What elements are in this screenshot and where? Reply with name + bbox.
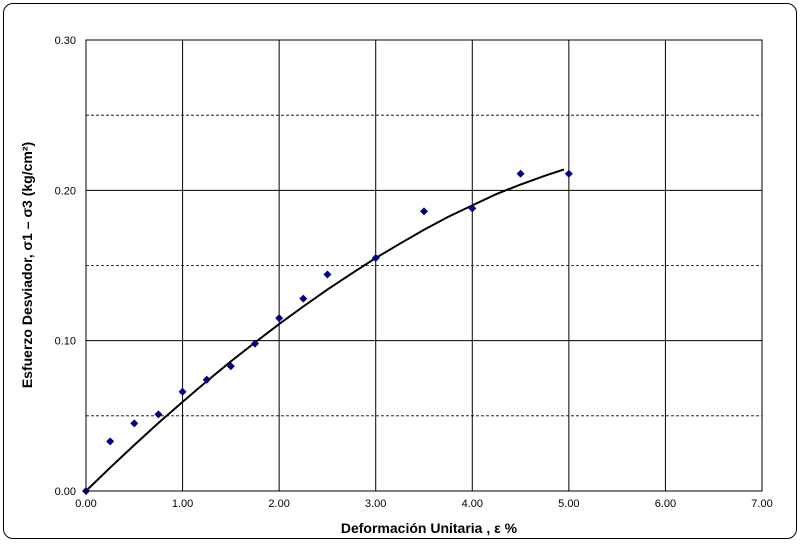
y-tick-label: 0.00 bbox=[55, 486, 76, 498]
y-axis-title: Esfuerzo Desviador, σ1 – σ3 (kg/cm²) bbox=[19, 142, 35, 388]
y-tick-label: 0.10 bbox=[55, 336, 76, 348]
data-point bbox=[516, 169, 525, 178]
data-point bbox=[154, 410, 163, 419]
y-tick-label: 0.20 bbox=[55, 185, 76, 197]
data-point bbox=[202, 375, 211, 384]
x-tick-label: 0.00 bbox=[75, 498, 96, 510]
data-point bbox=[251, 339, 259, 348]
data-point bbox=[106, 437, 115, 446]
x-tick-label: 4.00 bbox=[462, 498, 483, 510]
trend-line bbox=[85, 168, 565, 492]
data-point bbox=[275, 314, 284, 323]
x-tick-labels: 0.00 1.00 2.00 3.00 4.00 5.00 6.00 7.00 bbox=[75, 498, 772, 510]
data-point bbox=[226, 362, 235, 371]
x-axis-title: Deformación Unitaria , ε % bbox=[341, 520, 518, 536]
data-point bbox=[371, 253, 380, 262]
data-point bbox=[299, 294, 308, 303]
x-tick-label: 3.00 bbox=[365, 498, 386, 510]
data-point bbox=[468, 204, 477, 213]
x-tick-label: 6.00 bbox=[655, 498, 676, 510]
x-tick-label: 2.00 bbox=[268, 498, 289, 510]
x-tick-label: 5.00 bbox=[558, 498, 579, 510]
grid bbox=[85, 39, 763, 492]
data-point bbox=[564, 169, 573, 178]
data-point bbox=[420, 207, 428, 216]
y-tick-label: 0.30 bbox=[55, 35, 76, 47]
data-point bbox=[178, 387, 187, 396]
data-point bbox=[130, 419, 139, 428]
data-point bbox=[323, 270, 332, 279]
x-tick-label: 1.00 bbox=[172, 498, 193, 510]
y-tick-labels: 0.00 0.10 0.20 0.30 bbox=[55, 35, 76, 498]
x-tick-label: 7.00 bbox=[751, 498, 772, 510]
chart-frame bbox=[3, 3, 797, 539]
series-layer bbox=[82, 168, 573, 495]
plot-area-border bbox=[85, 39, 763, 492]
